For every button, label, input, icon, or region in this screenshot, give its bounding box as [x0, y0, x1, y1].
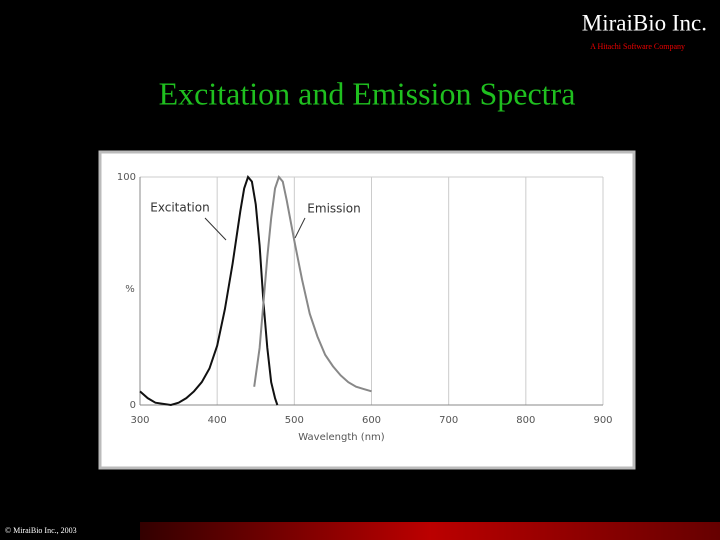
series-label: Excitation — [150, 201, 209, 215]
x-tick-label: 300 — [130, 415, 149, 426]
plot: 300 400 500 600 700 800 900 0 100 Wavelength (nm)… — [117, 172, 613, 443]
x-tick-label: 800 — [516, 415, 535, 426]
leader-line — [294, 217, 306, 239]
series-line — [139, 175, 279, 407]
x-tick-label: 700 — [439, 415, 458, 426]
chart-frame — [98, 150, 636, 470]
x-tick-label: 400 — [208, 415, 227, 426]
company: MiraiBio Inc. — [582, 10, 707, 35]
x-axis-label: Wavelength (nm) — [298, 432, 384, 443]
series-line — [253, 175, 372, 393]
footer-band — [140, 522, 720, 540]
tagline: A Hitachi Software Company — [590, 42, 685, 51]
footer: © MiraiBio Inc., 2003 — [5, 526, 77, 535]
y-axis-label: % — [125, 284, 135, 295]
x-tick-label: 900 — [593, 415, 612, 426]
x-tick-label: 600 — [362, 415, 381, 426]
x-tick-label: 500 — [285, 415, 304, 426]
series-label: Emission — [307, 202, 360, 216]
leader-line — [204, 217, 227, 241]
slide-title: Excitation and Emission Spectra — [159, 75, 576, 111]
y-tick-label: 100 — [117, 172, 136, 183]
y-tick-label: 0 — [130, 400, 136, 411]
